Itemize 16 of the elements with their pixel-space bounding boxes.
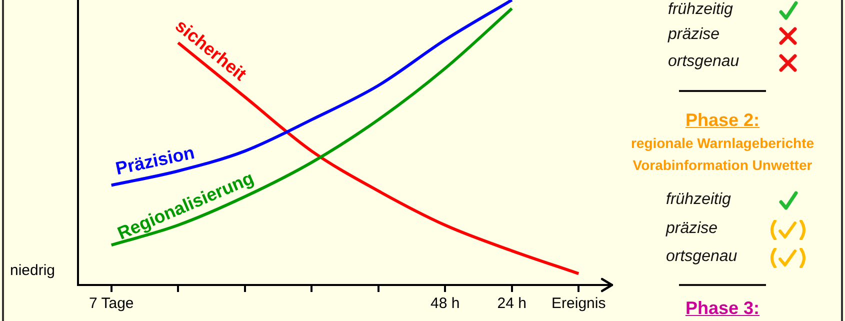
text: niedrig — [10, 262, 56, 279]
x-tick-label: 7 Tage — [88, 295, 134, 312]
text: Phase 3: — [685, 298, 760, 318]
text: ortsgenau — [666, 248, 738, 266]
text: frühzeitig — [668, 1, 733, 19]
text: Phase 2: — [684, 110, 761, 131]
text: ortsgenau — [668, 53, 740, 71]
x-tick-label: Ereignis — [552, 295, 606, 312]
text: präzise — [668, 26, 720, 44]
text: frühzeitig — [666, 191, 731, 209]
text: regionale Warnlageberichte — [630, 135, 816, 151]
x-tick-label: 24 h — [497, 295, 526, 312]
text: Präzision — [114, 142, 196, 179]
x-tick-label: 48 h — [430, 295, 460, 312]
text: präzise — [666, 220, 718, 238]
text: Vorabinformation Unwetter — [632, 157, 814, 173]
